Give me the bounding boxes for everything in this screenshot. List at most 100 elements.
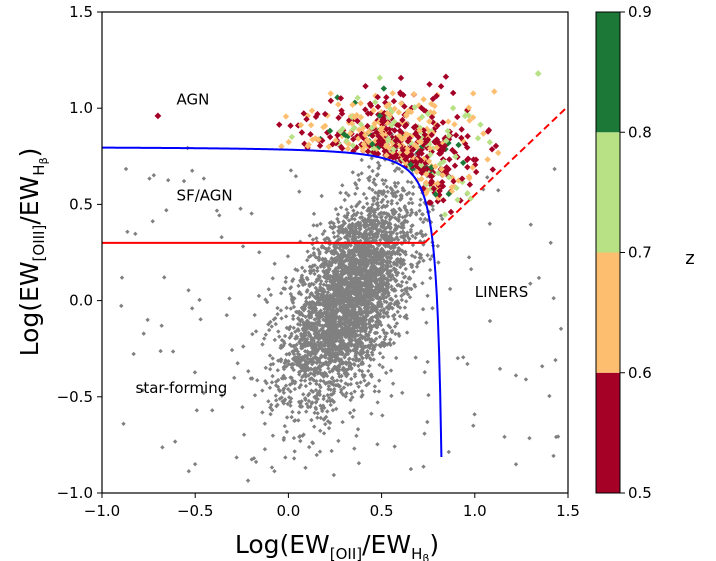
gray-point xyxy=(280,399,285,404)
gray-point xyxy=(359,171,364,176)
gray-point xyxy=(339,387,344,392)
gray-point xyxy=(289,296,295,302)
gray-point xyxy=(366,164,372,170)
gray-point xyxy=(160,445,165,450)
gray-point xyxy=(356,461,362,466)
gray-point xyxy=(281,343,286,348)
y-axis-ticks: −1.0 −0.5 0.0 0.5 1.0 1.5 xyxy=(57,3,102,502)
gray-point xyxy=(551,453,556,459)
gray-point xyxy=(398,264,403,270)
gray-point xyxy=(158,348,163,354)
y-axis-label: Log(EW[OIII]/EWHβ) xyxy=(15,148,50,357)
gray-point xyxy=(399,196,404,201)
gray-point xyxy=(347,261,352,267)
gray-point xyxy=(310,237,316,242)
gray-point xyxy=(121,421,126,426)
gray-point xyxy=(299,356,305,362)
gray-point xyxy=(346,193,351,198)
gray-point xyxy=(352,284,358,290)
gray-point xyxy=(357,199,362,205)
gray-point xyxy=(324,373,330,379)
agn-point xyxy=(400,135,407,142)
gray-point xyxy=(347,410,353,416)
gray-point xyxy=(370,196,376,201)
agn-point xyxy=(447,208,455,216)
agn-point xyxy=(386,129,393,137)
gray-point xyxy=(402,218,408,223)
gray-point xyxy=(387,230,392,235)
agn-point xyxy=(414,176,421,184)
agn-point xyxy=(436,160,444,168)
gray-point xyxy=(329,448,334,454)
gray-point xyxy=(396,218,401,224)
agn-point xyxy=(154,112,162,120)
gray-point xyxy=(381,308,386,313)
gray-point xyxy=(397,314,403,319)
gray-point xyxy=(360,355,365,361)
gray-point xyxy=(408,196,414,202)
gray-point xyxy=(329,256,334,262)
gray-point xyxy=(327,259,332,264)
gray-point xyxy=(354,343,360,349)
gray-point xyxy=(370,260,375,265)
gray-point xyxy=(151,173,157,178)
agn-point xyxy=(491,88,498,95)
agn-point xyxy=(424,110,432,118)
agn-point xyxy=(411,104,418,111)
gray-point xyxy=(381,203,386,208)
agn-point xyxy=(433,144,440,151)
gray-point xyxy=(383,370,389,376)
agn-point xyxy=(305,141,312,148)
gray-point xyxy=(325,335,330,340)
gray-point xyxy=(263,378,268,384)
agn-point xyxy=(391,118,398,125)
gray-point xyxy=(361,222,367,227)
agn-point xyxy=(423,188,430,196)
colorbar-bin xyxy=(596,252,620,373)
gray-point xyxy=(385,314,391,319)
gray-point xyxy=(387,296,393,302)
gray-point xyxy=(299,317,305,323)
gray-point xyxy=(270,276,275,281)
agn-point xyxy=(297,121,305,129)
gray-point xyxy=(356,234,361,240)
gray-point xyxy=(342,282,347,287)
gray-point xyxy=(340,326,345,332)
agn-point xyxy=(434,122,441,129)
agn-point xyxy=(396,127,404,135)
gray-point xyxy=(359,211,364,216)
agn-point xyxy=(371,120,378,127)
gray-point xyxy=(275,305,280,311)
agn-point xyxy=(367,102,375,109)
gray-point xyxy=(299,265,305,270)
gray-point xyxy=(425,293,430,298)
gray-point xyxy=(372,389,377,394)
gray-point xyxy=(333,282,338,287)
gray-point xyxy=(145,317,150,323)
gray-point xyxy=(370,257,375,263)
gray-point xyxy=(392,444,397,449)
gray-point xyxy=(290,409,295,415)
gray-point xyxy=(306,367,311,373)
gray-point xyxy=(374,215,380,220)
red-dashed-line xyxy=(423,105,569,244)
gray-point xyxy=(370,318,375,323)
gray-point xyxy=(266,322,271,327)
agn-point xyxy=(402,159,409,167)
gray-point xyxy=(359,361,364,367)
gray-point xyxy=(347,258,353,263)
agn-point xyxy=(434,138,442,146)
x-tick-label: 1.0 xyxy=(463,502,487,520)
gray-point xyxy=(343,331,349,336)
gray-point xyxy=(347,321,353,326)
gray-point xyxy=(343,190,349,196)
agn-point xyxy=(412,142,419,149)
gray-point xyxy=(119,275,125,280)
agn-point xyxy=(441,211,449,218)
gray-point xyxy=(359,301,364,307)
gray-point xyxy=(159,323,164,328)
gray-point xyxy=(375,200,380,206)
gray-point xyxy=(330,375,335,380)
gray-point xyxy=(327,267,332,273)
gray-point xyxy=(340,255,345,260)
